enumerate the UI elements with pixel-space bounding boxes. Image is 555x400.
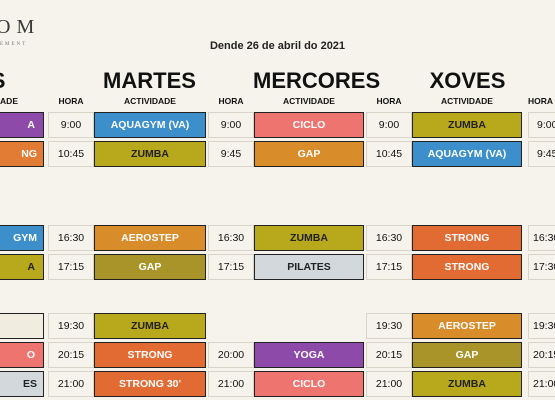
xoves-time-7: 21:00 [366,371,412,397]
luns-activity-empty [0,313,44,339]
xoves-time-3: 16:30 [366,225,412,251]
luns-activity-3: GYM [0,225,44,251]
venres-time-7: 21:00 [528,371,555,397]
xoves-time-5: 19:30 [366,313,412,339]
xoves-time-4: 17:15 [366,254,412,280]
xoves-activity-7: ZUMBA [412,371,522,397]
martes-hora-header: HORA [58,96,84,106]
luns-activity-6: ES [0,371,44,397]
martes-time-1: 9:00 [48,112,94,138]
venres-time-3: 16:30 [528,225,555,251]
xoves-activity-1: ZUMBA [412,112,522,138]
mercores-activity-1: CICLO [254,112,364,138]
martes-actividade-header: ACTIVIDADE [124,96,176,106]
martes-activity-2: ZUMBA [94,141,206,167]
venres-time-1: 9:00 [528,112,555,138]
xoves-actividade-header: ACTIVIDADE [441,96,493,106]
mercores-activity-4: PILATES [254,254,364,280]
mercores-activity-5: YOGA [254,342,364,368]
martes-activity-5: ZUMBA [94,313,206,339]
martes-activity-3: AEROSTEP [94,225,206,251]
xoves-hora-header: HORA [376,96,402,106]
xoves-activity-2: AQUAGYM (VA) [412,141,522,167]
gym-logo: OM [0,16,41,38]
xoves-activity-4: STRONG [412,254,522,280]
xoves-time-1: 9:00 [366,112,412,138]
day-martes-heading: MARTES [103,68,196,93]
day-xoves-heading: XOVES [429,68,506,93]
martes-time-7: 21:00 [48,371,94,397]
martes-time-6: 20:15 [48,342,94,368]
martes-activity-1: AQUAGYM (VA) [94,112,206,138]
xoves-time-6: 20:15 [366,342,412,368]
martes-time-3: 16:30 [48,225,94,251]
mercores-time-5: 20:00 [208,342,254,368]
mercores-time-3: 16:30 [208,225,254,251]
luns-activity-4: A [0,254,44,280]
mercores-time-6: 21:00 [208,371,254,397]
day-mercores-heading: MERCORES [253,68,381,93]
venres-time-5: 19:30 [528,313,555,339]
mercores-time-2: 9:45 [208,141,254,167]
mercores-activity-2: GAP [254,141,364,167]
martes-activity-4: GAP [94,254,206,280]
mercores-actividade-header: ACTIVIDADE [283,96,335,106]
venres-time-6: 20:15 [528,342,555,368]
luns-activity-2: NG [0,141,44,167]
mercores-hora-header: HORA [218,96,244,106]
venres-time-4: 17:30 [528,254,555,280]
day-luns-heading: IS [0,68,20,94]
logo-subtitle: EMENT [0,42,28,47]
xoves-activity-5: AEROSTEP [412,313,522,339]
venres-hora-header: HORA [528,96,554,106]
venres-time-2: 9:45 [528,141,555,167]
mercores-time-1: 9:00 [208,112,254,138]
mercores-time-4: 17:15 [208,254,254,280]
luns-activity-1: A [0,112,44,138]
luns-actividade-header: IDADE [0,96,18,106]
xoves-time-2: 10:45 [366,141,412,167]
martes-activity-6: STRONG [94,342,206,368]
xoves-activity-6: GAP [412,342,522,368]
martes-activity-7: STRONG 30' [94,371,206,397]
schedule-date: Dende 26 de abril do 2021 [209,40,346,52]
mercores-activity-6: CICLO [254,371,364,397]
martes-time-2: 10:45 [48,141,94,167]
luns-activity-5: O [0,342,44,368]
martes-time-5: 19:30 [48,313,94,339]
martes-time-4: 17:15 [48,254,94,280]
xoves-activity-3: STRONG [412,225,522,251]
mercores-activity-3: ZUMBA [254,225,364,251]
